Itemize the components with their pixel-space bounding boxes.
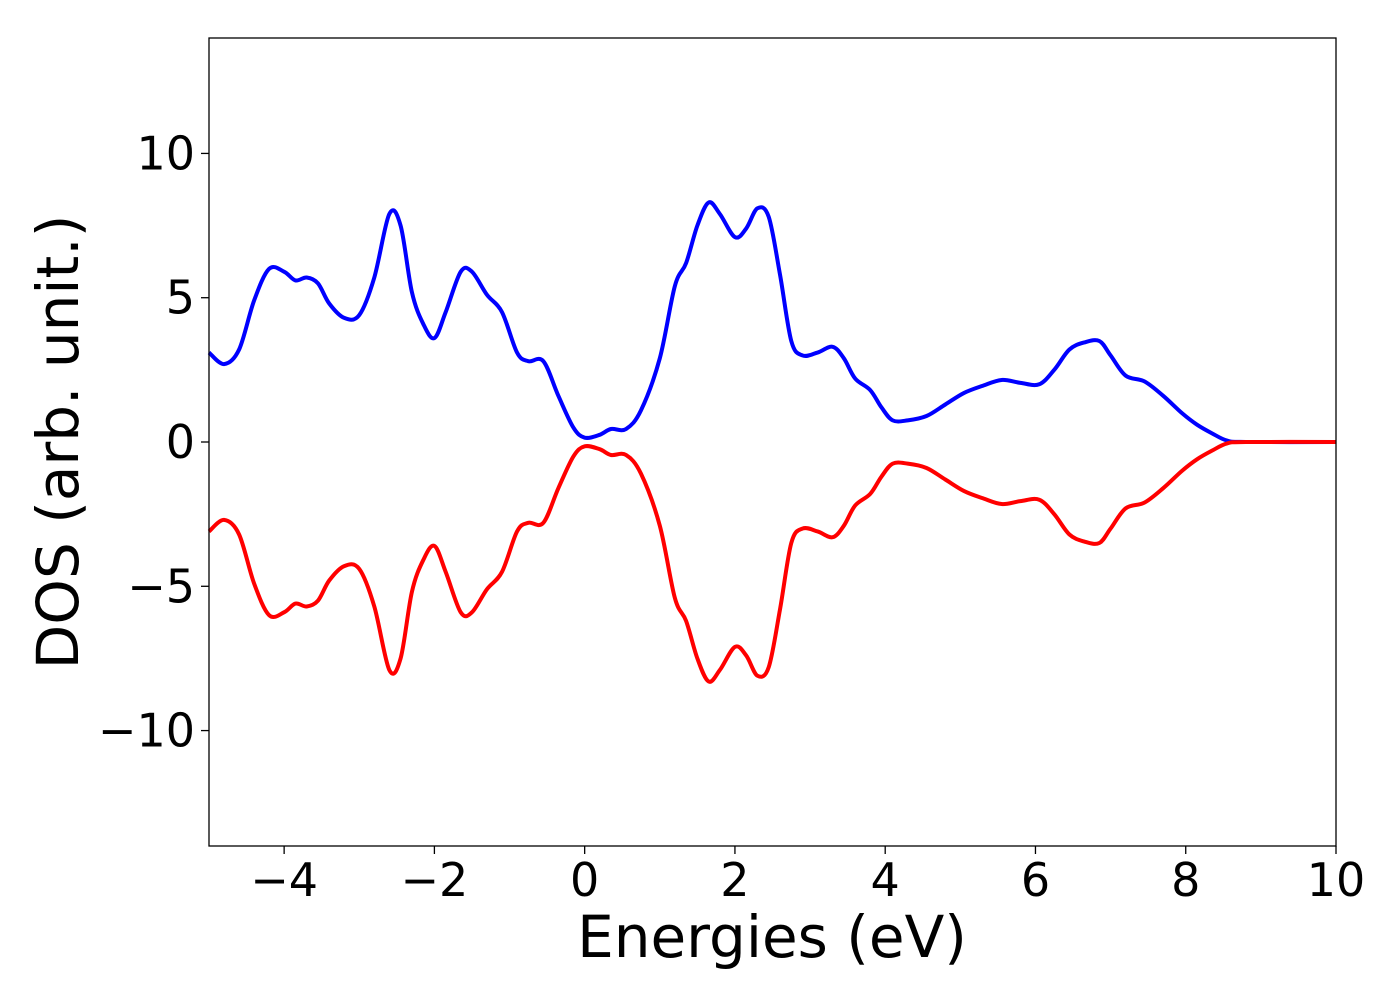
x-tick-label: −4 xyxy=(250,853,318,907)
y-tick-label: 0 xyxy=(166,415,195,469)
series-line-negative xyxy=(207,439,1337,684)
y-tick-label: −5 xyxy=(127,559,195,613)
y-axis-title: DOS (arb. unit.) xyxy=(24,215,92,670)
y-tick-label: 10 xyxy=(136,126,195,180)
y-tick-label: −10 xyxy=(98,704,195,758)
x-tick-label: 8 xyxy=(1171,853,1200,907)
x-tick-label: −2 xyxy=(400,853,468,907)
x-tick-label: 0 xyxy=(570,853,599,907)
y-tick-label: 5 xyxy=(166,271,195,325)
x-tick-label: 2 xyxy=(720,853,749,907)
x-tick-label: 4 xyxy=(871,853,900,907)
x-tick-label: 10 xyxy=(1307,853,1366,907)
x-tick-label: 6 xyxy=(1021,853,1050,907)
series-line-positive xyxy=(207,200,1337,445)
x-axis-title: Energies (eV) xyxy=(577,903,967,971)
